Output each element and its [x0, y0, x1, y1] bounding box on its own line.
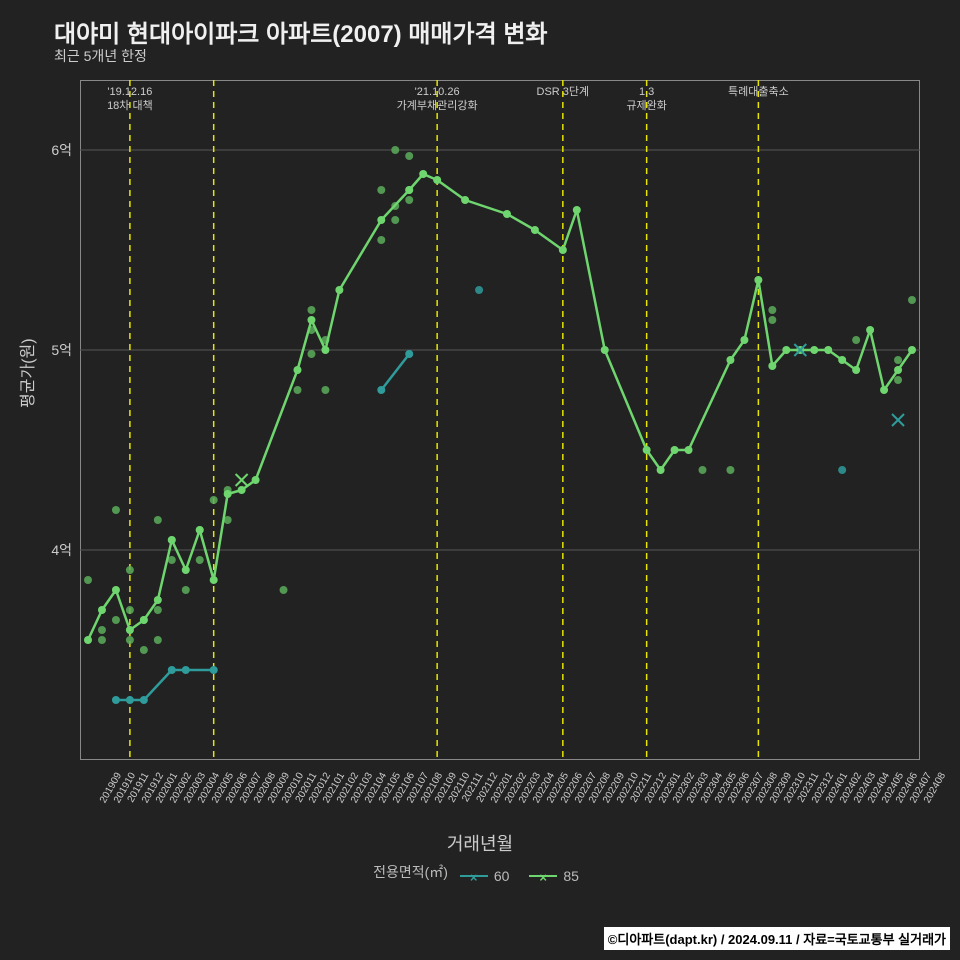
chart-subtitle: 최근 5개년 한정 — [54, 46, 147, 66]
y-tick: 5억 — [32, 340, 72, 360]
legend-item-60: × 60 — [460, 868, 510, 884]
event-label: 1.3규제완화 — [626, 86, 666, 114]
chart-title: 대야미 현대아이파크 아파트(2007) 매매가격 변화 — [54, 14, 548, 49]
event-label: '19.12.1618차 대책 — [107, 86, 153, 114]
event-label: '21.10.26가계부채관리강화 — [397, 86, 478, 114]
chart-container: 대야미 현대아이파크 아파트(2007) 매매가격 변화 최근 5개년 한정 평… — [0, 0, 960, 960]
y-tick: 6억 — [32, 140, 72, 160]
legend-label-85: 85 — [563, 868, 579, 884]
legend-item-85: × 85 — [529, 868, 579, 884]
event-label: DSR 3단계 — [537, 86, 590, 100]
event-label: 특례대출축소 — [728, 86, 789, 100]
x-axis-label: 거래년월 — [0, 830, 960, 856]
legend: 전용면적(㎡) × 60 × 85 — [0, 862, 960, 884]
legend-title: 전용면적(㎡) — [373, 864, 448, 880]
y-tick: 4억 — [32, 540, 72, 560]
plot-area — [80, 80, 920, 760]
credit-line: ©디아파트(dapt.kr) / 2024.09.11 / 자료=국토교통부 실… — [604, 927, 950, 950]
legend-label-60: 60 — [494, 868, 510, 884]
